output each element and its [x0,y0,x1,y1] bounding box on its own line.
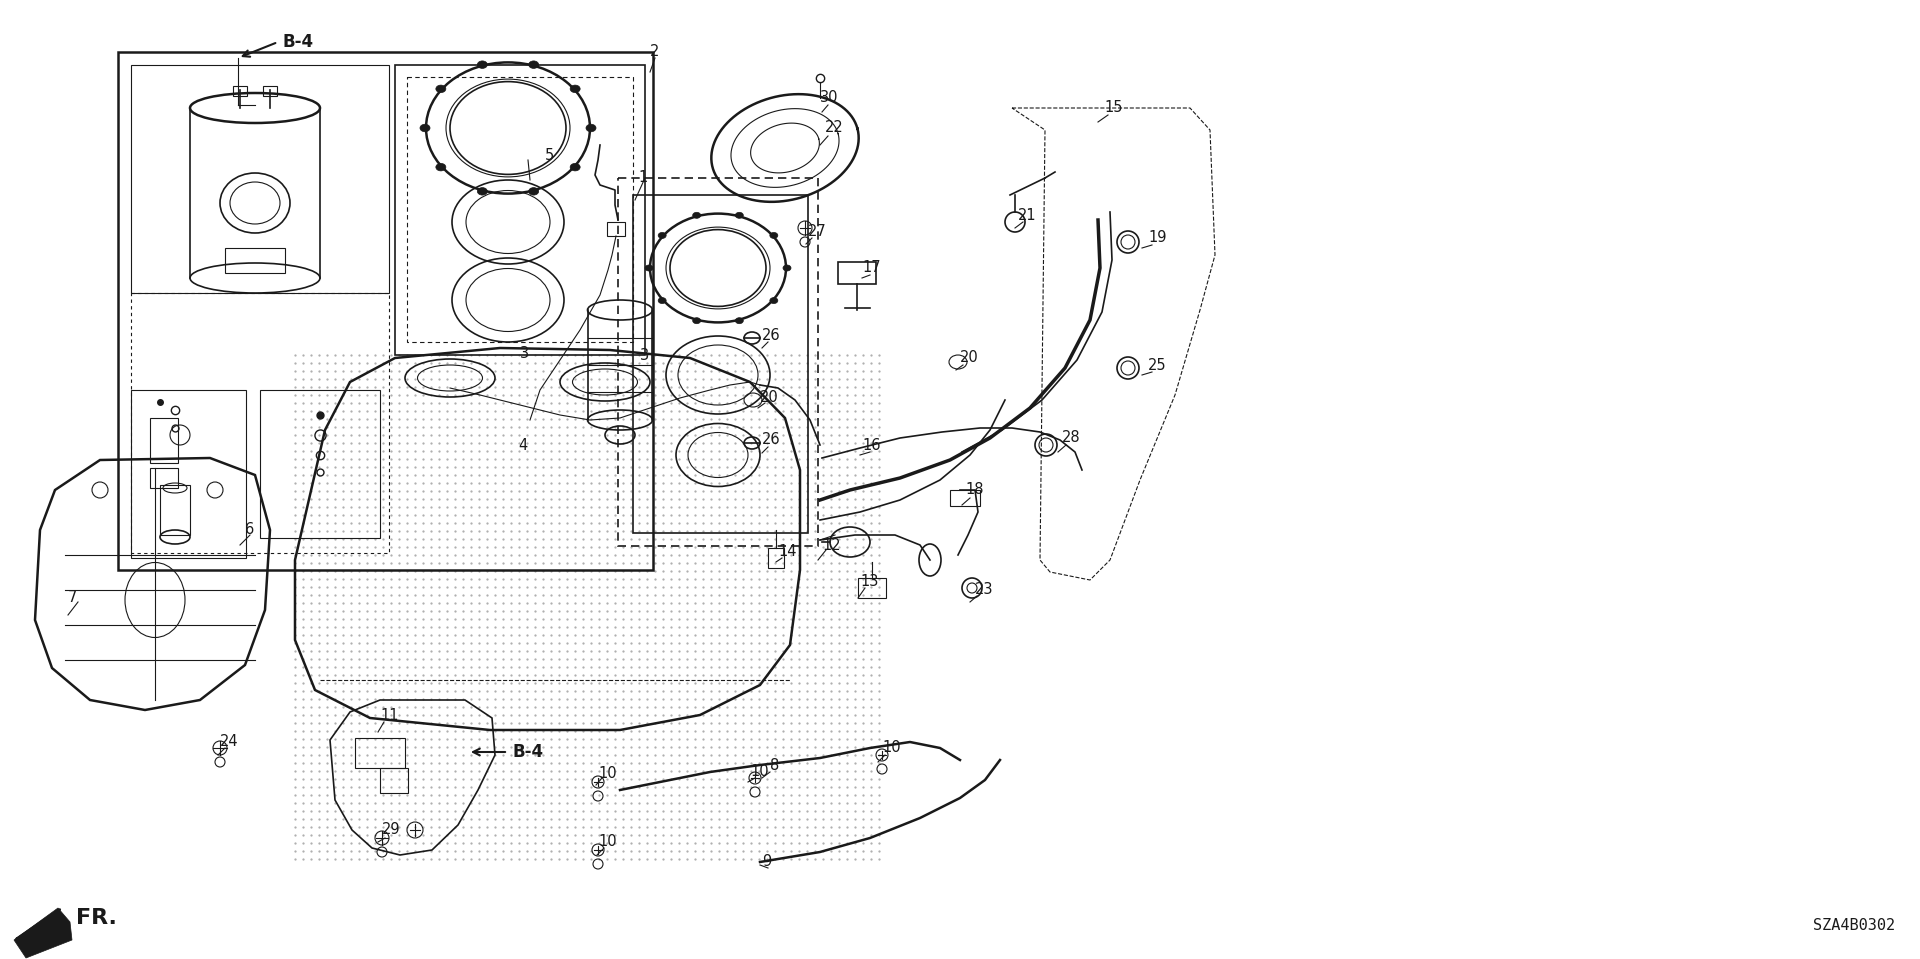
Bar [225,248,284,273]
Bar [263,86,276,96]
Ellipse shape [478,61,488,68]
Text: 22: 22 [826,121,843,135]
Text: 30: 30 [820,90,839,105]
Bar [950,490,979,506]
Text: SZA4B0302: SZA4B0302 [1812,918,1895,932]
Text: 29: 29 [382,823,401,837]
Bar [150,468,179,488]
Bar [131,65,390,293]
Ellipse shape [645,265,653,271]
Text: 15: 15 [1104,101,1123,115]
Ellipse shape [693,212,701,219]
Text: B-4: B-4 [513,743,543,761]
Bar [858,578,885,598]
Ellipse shape [436,85,445,93]
Bar [150,418,179,463]
Text: 7: 7 [67,591,77,605]
Text: 28: 28 [1062,431,1081,446]
Bar [131,293,390,553]
Bar [768,548,783,568]
Text: 10: 10 [751,764,768,780]
Text: 2: 2 [651,43,659,58]
Text: 24: 24 [221,735,238,750]
Bar [396,65,645,355]
Text: 10: 10 [597,765,616,781]
Text: 25: 25 [1148,358,1167,372]
Ellipse shape [735,317,743,324]
Ellipse shape [783,265,791,271]
Text: B-4: B-4 [282,33,313,51]
Ellipse shape [735,212,743,219]
Text: 3: 3 [639,347,649,363]
Ellipse shape [570,163,580,171]
Ellipse shape [570,85,580,93]
Ellipse shape [528,61,540,68]
Text: 18: 18 [966,482,983,498]
Bar [607,222,626,236]
Text: 5: 5 [545,148,555,162]
Text: FR.: FR. [77,908,117,928]
Text: 20: 20 [960,350,979,365]
Bar [131,390,246,558]
Text: 21: 21 [1018,207,1037,222]
Text: 19: 19 [1148,230,1167,246]
Bar [259,390,380,538]
Bar [407,77,634,342]
Ellipse shape [586,125,595,131]
Ellipse shape [659,297,666,304]
Bar [380,768,407,793]
Text: 14: 14 [778,545,797,559]
Text: 27: 27 [808,224,828,240]
Ellipse shape [693,317,701,324]
Bar [355,738,405,768]
Bar [159,485,190,535]
Bar [634,195,808,533]
Ellipse shape [436,163,445,171]
Text: 4: 4 [518,437,528,453]
Bar [837,262,876,284]
Text: 9: 9 [762,854,772,870]
Text: 12: 12 [822,537,841,552]
Text: 10: 10 [597,834,616,850]
Text: 17: 17 [862,261,881,275]
Text: 3: 3 [520,346,530,362]
Ellipse shape [659,232,666,239]
Text: 6: 6 [246,523,253,537]
Ellipse shape [420,125,430,131]
Ellipse shape [770,297,778,304]
Text: 1: 1 [637,171,647,185]
Text: 20: 20 [760,390,780,406]
Text: 13: 13 [860,574,877,590]
Text: 10: 10 [881,740,900,756]
Bar [232,86,248,96]
Bar [618,178,818,546]
Ellipse shape [528,188,540,195]
Ellipse shape [770,232,778,239]
Bar [117,52,653,570]
Text: 8: 8 [770,758,780,773]
Ellipse shape [478,188,488,195]
Text: 26: 26 [762,328,781,342]
Polygon shape [13,908,73,958]
Text: 11: 11 [380,708,399,722]
Text: 16: 16 [862,437,881,453]
Text: 26: 26 [762,433,781,448]
Text: 23: 23 [975,582,993,597]
